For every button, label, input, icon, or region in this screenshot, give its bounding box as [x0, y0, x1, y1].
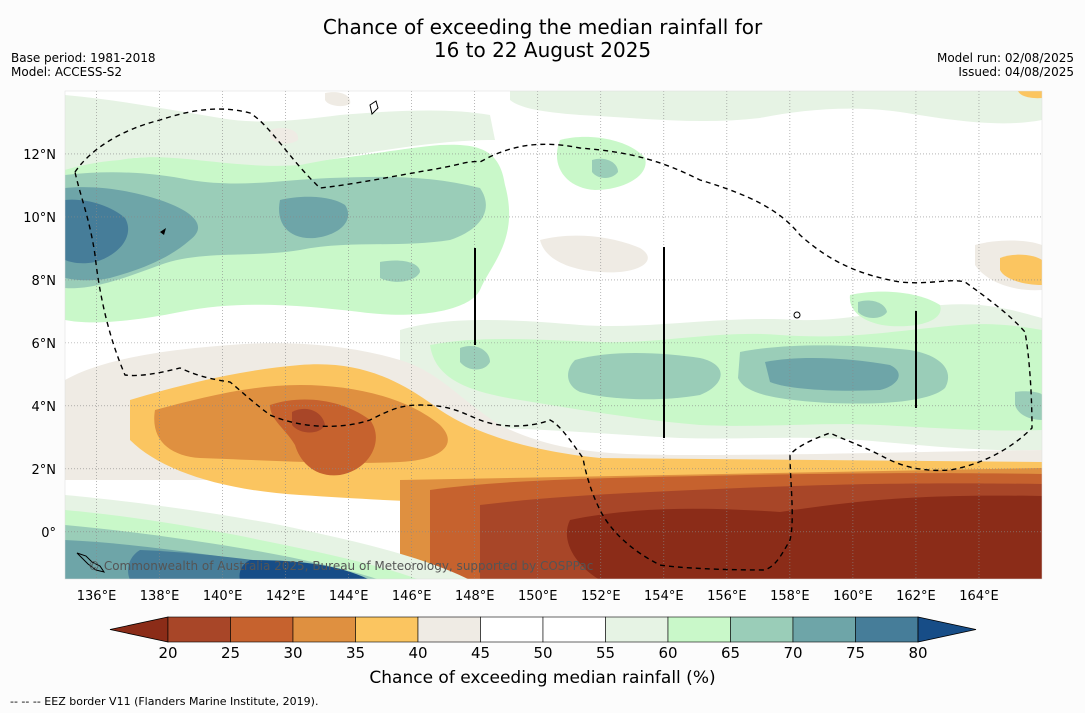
island-4 — [160, 228, 166, 235]
island-2 — [793, 311, 801, 319]
lat-tick-label: 10°N — [23, 211, 56, 226]
base-period-text: Base period: 1981-2018 — [11, 51, 156, 65]
colorbar-tick-labels: 20 25 30 35 40 45 50 55 60 65 70 75 80 — [158, 644, 927, 662]
region-below-20 — [566, 495, 1042, 579]
region-65-70 — [65, 172, 486, 289]
lat-tick-label: 2°N — [32, 463, 57, 478]
colorbar-segment — [792, 616, 856, 643]
lat-tick-label: 12°N — [23, 148, 56, 163]
map-title-line2: 16 to 22 August 2025 — [433, 38, 652, 62]
island-3 — [76, 552, 106, 573]
lon-tick-label: 136°E — [77, 589, 117, 604]
lon-tick-label: 142°E — [266, 589, 306, 604]
colorbar-segment — [542, 616, 606, 643]
lon-tick-label: 164°E — [959, 589, 999, 604]
colorbar-segment — [855, 616, 919, 643]
region-70-75c — [765, 358, 899, 391]
colorbar-tick: 55 — [596, 644, 615, 662]
colorbar-tick: 75 — [846, 644, 865, 662]
colorbar-segment — [355, 616, 419, 643]
region-65-70d — [568, 353, 721, 400]
region-35-40e — [1000, 254, 1042, 285]
colorbar-tick: 20 — [158, 644, 177, 662]
colorbar-segment — [480, 616, 544, 643]
model-run-text: Model run: 02/08/2025 — [936, 51, 1074, 65]
region-45-50b — [270, 128, 299, 144]
region-45-50d — [540, 235, 648, 273]
copyright-text: © Commonwealth of Australia 2025, Bureau… — [88, 559, 593, 573]
lon-tick-label: 158°E — [770, 589, 810, 604]
colorbar-segment — [667, 616, 731, 643]
longitude-labels: 136°E 138°E 140°E 142°E 144°E 146°E 148°E 150°E… — [77, 589, 999, 604]
colorbar-tick: 50 — [533, 644, 552, 662]
colorbar-segment — [167, 616, 231, 643]
lat-tick-label: 0° — [41, 526, 56, 541]
colorbar-tick: 70 — [783, 644, 802, 662]
colorbar-label: Chance of exceeding median rainfall (%) — [369, 668, 716, 688]
region-45-50c — [325, 92, 351, 107]
model-text: Model: ACCESS-S2 — [11, 65, 123, 79]
region-above-80 — [239, 560, 368, 579]
graticule — [65, 91, 1042, 579]
colorbar-segment — [417, 616, 481, 643]
issued-text: Issued: 04/08/2025 — [958, 65, 1074, 79]
colorbar-tick: 60 — [658, 644, 677, 662]
lon-tick-label: 154°E — [644, 589, 684, 604]
region-65-70g — [858, 300, 887, 318]
lat-tick-label: 4°N — [32, 400, 57, 415]
colorbar-segment — [605, 616, 669, 643]
island-1 — [369, 100, 379, 115]
footer-note: -- -- -- EEZ border V11 (Flanders Marine… — [10, 695, 319, 708]
colorbar-tick: 80 — [908, 644, 927, 662]
map-plot-area — [65, 91, 1042, 579]
lon-tick-label: 144°E — [329, 589, 369, 604]
lon-tick-label: 156°E — [707, 589, 747, 604]
meta-left: Base period: 1981-2018 Model: ACCESS-S2 — [11, 51, 156, 79]
plot-frame — [64, 90, 1043, 580]
colorbar-tick: 65 — [721, 644, 740, 662]
region-65-70b — [380, 260, 420, 282]
lon-tick-label: 146°E — [392, 589, 432, 604]
lat-tick-label: 8°N — [32, 274, 57, 289]
colorbar-extend-low — [109, 616, 169, 643]
colorbar-tick: 45 — [471, 644, 490, 662]
latitude-labels: 0° 2°N 4°N 6°N 8°N 10°N 12°N — [23, 148, 56, 541]
region-75-80 — [65, 199, 129, 264]
meta-right: Model run: 02/08/2025 Issued: 04/08/2025 — [937, 51, 1074, 79]
colorbar-tick: 25 — [221, 644, 240, 662]
lat-tick-label: 6°N — [32, 337, 57, 352]
region-65-70c — [592, 158, 618, 178]
lon-tick-label: 150°E — [518, 589, 558, 604]
eez-border — [74, 108, 1033, 571]
lon-tick-label: 148°E — [455, 589, 495, 604]
colorbar-tick: 35 — [346, 644, 365, 662]
colorbar — [109, 616, 977, 643]
colorbar-segment — [230, 616, 294, 643]
lon-tick-label: 140°E — [203, 589, 243, 604]
map-title-line1: Chance of exceeding the median rainfall … — [322, 15, 763, 39]
region-65-70f — [460, 345, 490, 370]
lon-tick-label: 160°E — [833, 589, 873, 604]
colorbar-extend-high — [917, 616, 977, 643]
lon-tick-label: 138°E — [140, 589, 180, 604]
region-70-75b — [279, 196, 349, 239]
colorbar-segment — [292, 616, 356, 643]
lon-tick-label: 152°E — [581, 589, 621, 604]
colorbar-segment — [730, 616, 794, 643]
colorbar-tick: 40 — [408, 644, 427, 662]
region-35-40f — [1018, 91, 1042, 99]
colorbar-tick: 30 — [283, 644, 302, 662]
lon-tick-label: 162°E — [896, 589, 936, 604]
region-55-60c — [510, 91, 1042, 124]
